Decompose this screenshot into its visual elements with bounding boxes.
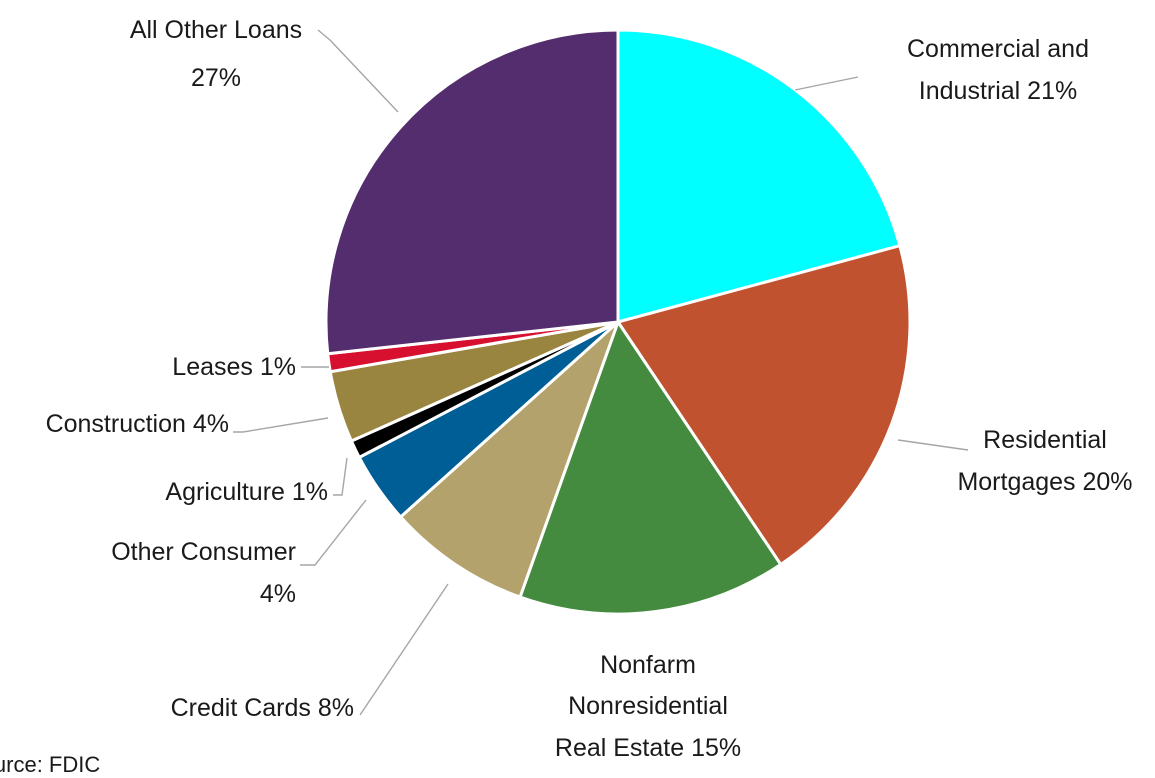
slice-nonfarm-nonresidential-real-estate	[518, 318, 783, 616]
slice-credit-cards	[398, 320, 620, 599]
data-label-line: Real Estate 15%	[555, 734, 741, 762]
leader-line-agriculture	[333, 457, 348, 496]
data-label-commercial-and-industrial: Commercial and Industrial 21%	[907, 35, 1089, 105]
data-label-leases: Leases 1%	[172, 353, 296, 381]
data-label-line: Commercial and	[907, 35, 1089, 63]
data-label-line: Credit Cards 8%	[171, 694, 354, 722]
data-label-line: Construction 4%	[46, 410, 229, 438]
data-label-line: Agriculture 1%	[165, 478, 328, 506]
data-label-all-other-loans: All Other Loans 27%	[130, 16, 302, 92]
data-label-line: All Other Loans	[130, 16, 302, 44]
data-label-line: Nonfarm	[600, 651, 696, 679]
data-label-line: Other Consumer	[111, 538, 296, 566]
data-label-line: Industrial 21%	[919, 77, 1077, 105]
data-label-line: Leases 1%	[172, 353, 296, 381]
data-label-line: Nonresidential	[568, 692, 728, 720]
data-label-line: 4%	[260, 580, 296, 608]
leader-lines	[233, 29, 969, 716]
data-label-line: Residential	[983, 426, 1107, 454]
data-label-line: Mortgages 20%	[957, 468, 1132, 496]
slice-labels: Commercial and Industrial 21% Residential M…	[46, 16, 1133, 762]
data-label-credit-cards: Credit Cards 8%	[171, 694, 354, 722]
source-note: Source: FDIC	[0, 752, 101, 777]
slice-all-other-loans	[324, 28, 620, 356]
leader-line-construction	[233, 417, 329, 433]
pie-slices	[324, 28, 912, 616]
leader-line-credit-cards	[359, 583, 449, 716]
data-label-line: 27%	[191, 64, 241, 92]
leader-line-other-consumer	[300, 499, 367, 566]
data-label-construction: Construction 4%	[46, 410, 229, 438]
data-label-agriculture: Agriculture 1%	[165, 478, 328, 506]
data-label-residential-mortgages: Residential Mortgages 20%	[957, 426, 1132, 496]
leader-line-residential-mortgages	[897, 439, 969, 451]
data-label-other-consumer: Other Consumer 4%	[111, 538, 296, 608]
slice-residential-mortgages	[615, 243, 912, 567]
leader-line-all-other-loans	[317, 29, 399, 113]
data-label-nonfarm-nonresidential-real-estate: Nonfarm Nonresidential Real Estate 15%	[555, 651, 741, 762]
leader-line-commercial-and-industrial	[794, 76, 859, 91]
